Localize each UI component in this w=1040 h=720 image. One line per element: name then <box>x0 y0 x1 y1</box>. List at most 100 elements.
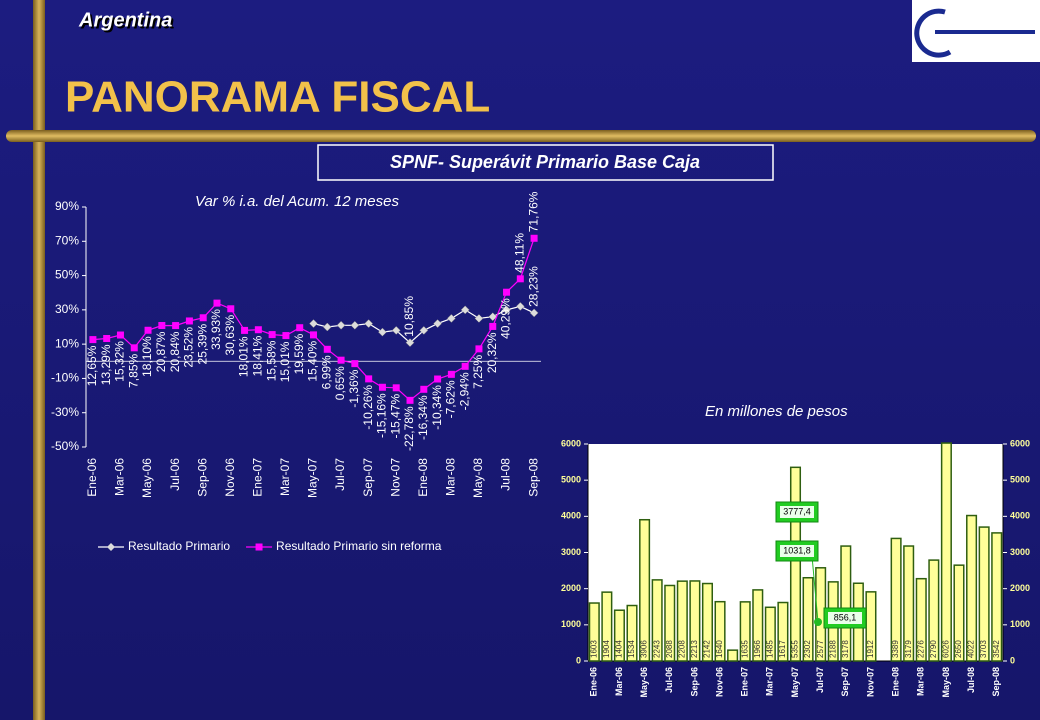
y2-tick-label: 0 <box>1010 655 1015 665</box>
y-tick-label: 6000 <box>561 438 581 448</box>
marker-square <box>420 385 428 393</box>
data-label: -16,34% <box>416 395 430 440</box>
bar <box>639 518 651 662</box>
bar <box>714 600 726 662</box>
marker-diamond <box>529 308 539 318</box>
bar <box>966 514 978 662</box>
chart1-subtitle: Var % i.a. del Acum. 12 meses <box>195 193 399 210</box>
bar <box>953 564 965 662</box>
data-label: 20,32% <box>485 332 499 373</box>
chart2-subtitle: En millones de pesos <box>705 403 848 420</box>
data-label: 2276 <box>916 640 925 658</box>
box-title: SPNF- Superávit Primario Base Caja <box>390 152 700 172</box>
bar <box>940 442 952 662</box>
data-label: 18,01% <box>237 336 251 377</box>
marker-square <box>503 288 511 296</box>
marker-square <box>185 317 193 325</box>
logo <box>912 0 1040 62</box>
marker-diamond <box>474 314 484 323</box>
x-tick-label: Jul-06 <box>664 667 674 693</box>
bar <box>701 582 713 662</box>
bar <box>727 649 739 662</box>
data-label: 2188 <box>828 640 837 658</box>
bar <box>903 545 915 662</box>
data-label: 40,29% <box>499 298 513 339</box>
marker-diamond <box>336 320 346 330</box>
y-tick-label: 0 <box>576 655 581 665</box>
marker-diamond <box>309 319 318 328</box>
marker-diamond <box>378 327 387 337</box>
x-tick-label: Jul-08 <box>499 458 513 491</box>
bar <box>789 466 802 662</box>
data-label: 3179 <box>904 640 913 658</box>
annotation-label: 1031,8 <box>783 545 811 555</box>
marker-square <box>434 375 442 383</box>
x-tick-label: May-06 <box>140 458 154 498</box>
marker-diamond <box>488 312 498 322</box>
y-tick-label: -30% <box>51 405 79 419</box>
marker-square <box>144 326 152 334</box>
x-tick-label: May-07 <box>306 458 320 498</box>
annotation-inner <box>780 506 814 518</box>
x-tick-label: Mar-07 <box>765 667 775 696</box>
marker-square <box>296 324 304 332</box>
x-tick-label: Mar-08 <box>916 667 926 696</box>
data-label: 71,76% <box>526 191 540 232</box>
data-label: 6,99% <box>319 355 333 389</box>
marker-square <box>199 314 207 322</box>
data-label: 4022 <box>967 640 976 658</box>
data-label: -7,62% <box>444 380 458 418</box>
bar <box>802 576 814 662</box>
annotation-label: 3777,4 <box>783 506 811 516</box>
x-tick-label: Ene-07 <box>251 458 265 497</box>
data-label: 2142 <box>703 640 712 658</box>
x-tick-label: May-07 <box>790 667 800 698</box>
bar <box>777 601 789 662</box>
y-tick-label: 10% <box>55 336 79 350</box>
data-label: 25,39% <box>195 323 209 364</box>
data-label: -10,34% <box>430 385 444 430</box>
marker-diamond <box>322 322 332 332</box>
x-tick-label: Sep-07 <box>361 458 375 497</box>
x-tick-label: Ene-08 <box>890 667 900 697</box>
data-label: 48,11% <box>512 233 526 273</box>
y2-tick-label: 3000 <box>1010 547 1030 557</box>
data-label: 15,40% <box>306 341 320 382</box>
marker-diamond <box>433 319 442 328</box>
bar <box>991 532 1003 662</box>
marker-diamond <box>447 314 456 323</box>
marker-square <box>89 336 97 344</box>
data-label: 15,01% <box>278 341 292 382</box>
legend-label: Resultado Primario <box>128 539 230 553</box>
data-label: 2088 <box>665 640 674 658</box>
x-tick-label: Nov-06 <box>714 667 724 697</box>
annotation-inner <box>780 545 814 557</box>
main-title: PANORAMA FISCAL <box>65 73 490 122</box>
marker-square <box>351 360 359 368</box>
data-label: -15,16% <box>375 393 389 438</box>
data-label: 19,59% <box>292 333 306 374</box>
data-label: 3389 <box>891 640 900 658</box>
legend-label: Resultado Primario sin reforma <box>276 539 442 553</box>
x-tick-label: Ene-07 <box>740 667 750 697</box>
x-tick-label: Nov-06 <box>223 458 237 497</box>
x-tick-label: Jul-07 <box>333 458 347 491</box>
x-tick-label: Sep-08 <box>526 458 540 497</box>
x-tick-label: Mar-07 <box>278 458 292 496</box>
x-tick-label: Mar-06 <box>113 458 127 496</box>
bar <box>613 609 625 662</box>
legend-marker <box>255 543 263 551</box>
x-tick-label: Sep-06 <box>195 458 209 497</box>
data-label: 20,84% <box>168 331 182 372</box>
data-label: 18,41% <box>251 335 265 376</box>
data-label: 2213 <box>690 640 699 658</box>
data-label: 15,58% <box>264 340 278 381</box>
x-tick-label: May-08 <box>471 458 485 498</box>
x-tick-label: Sep-08 <box>991 667 1001 697</box>
legend-marker <box>107 543 115 551</box>
marker-diamond <box>502 305 511 315</box>
marker-square <box>406 396 414 404</box>
x-tick-label: May-08 <box>941 667 951 698</box>
